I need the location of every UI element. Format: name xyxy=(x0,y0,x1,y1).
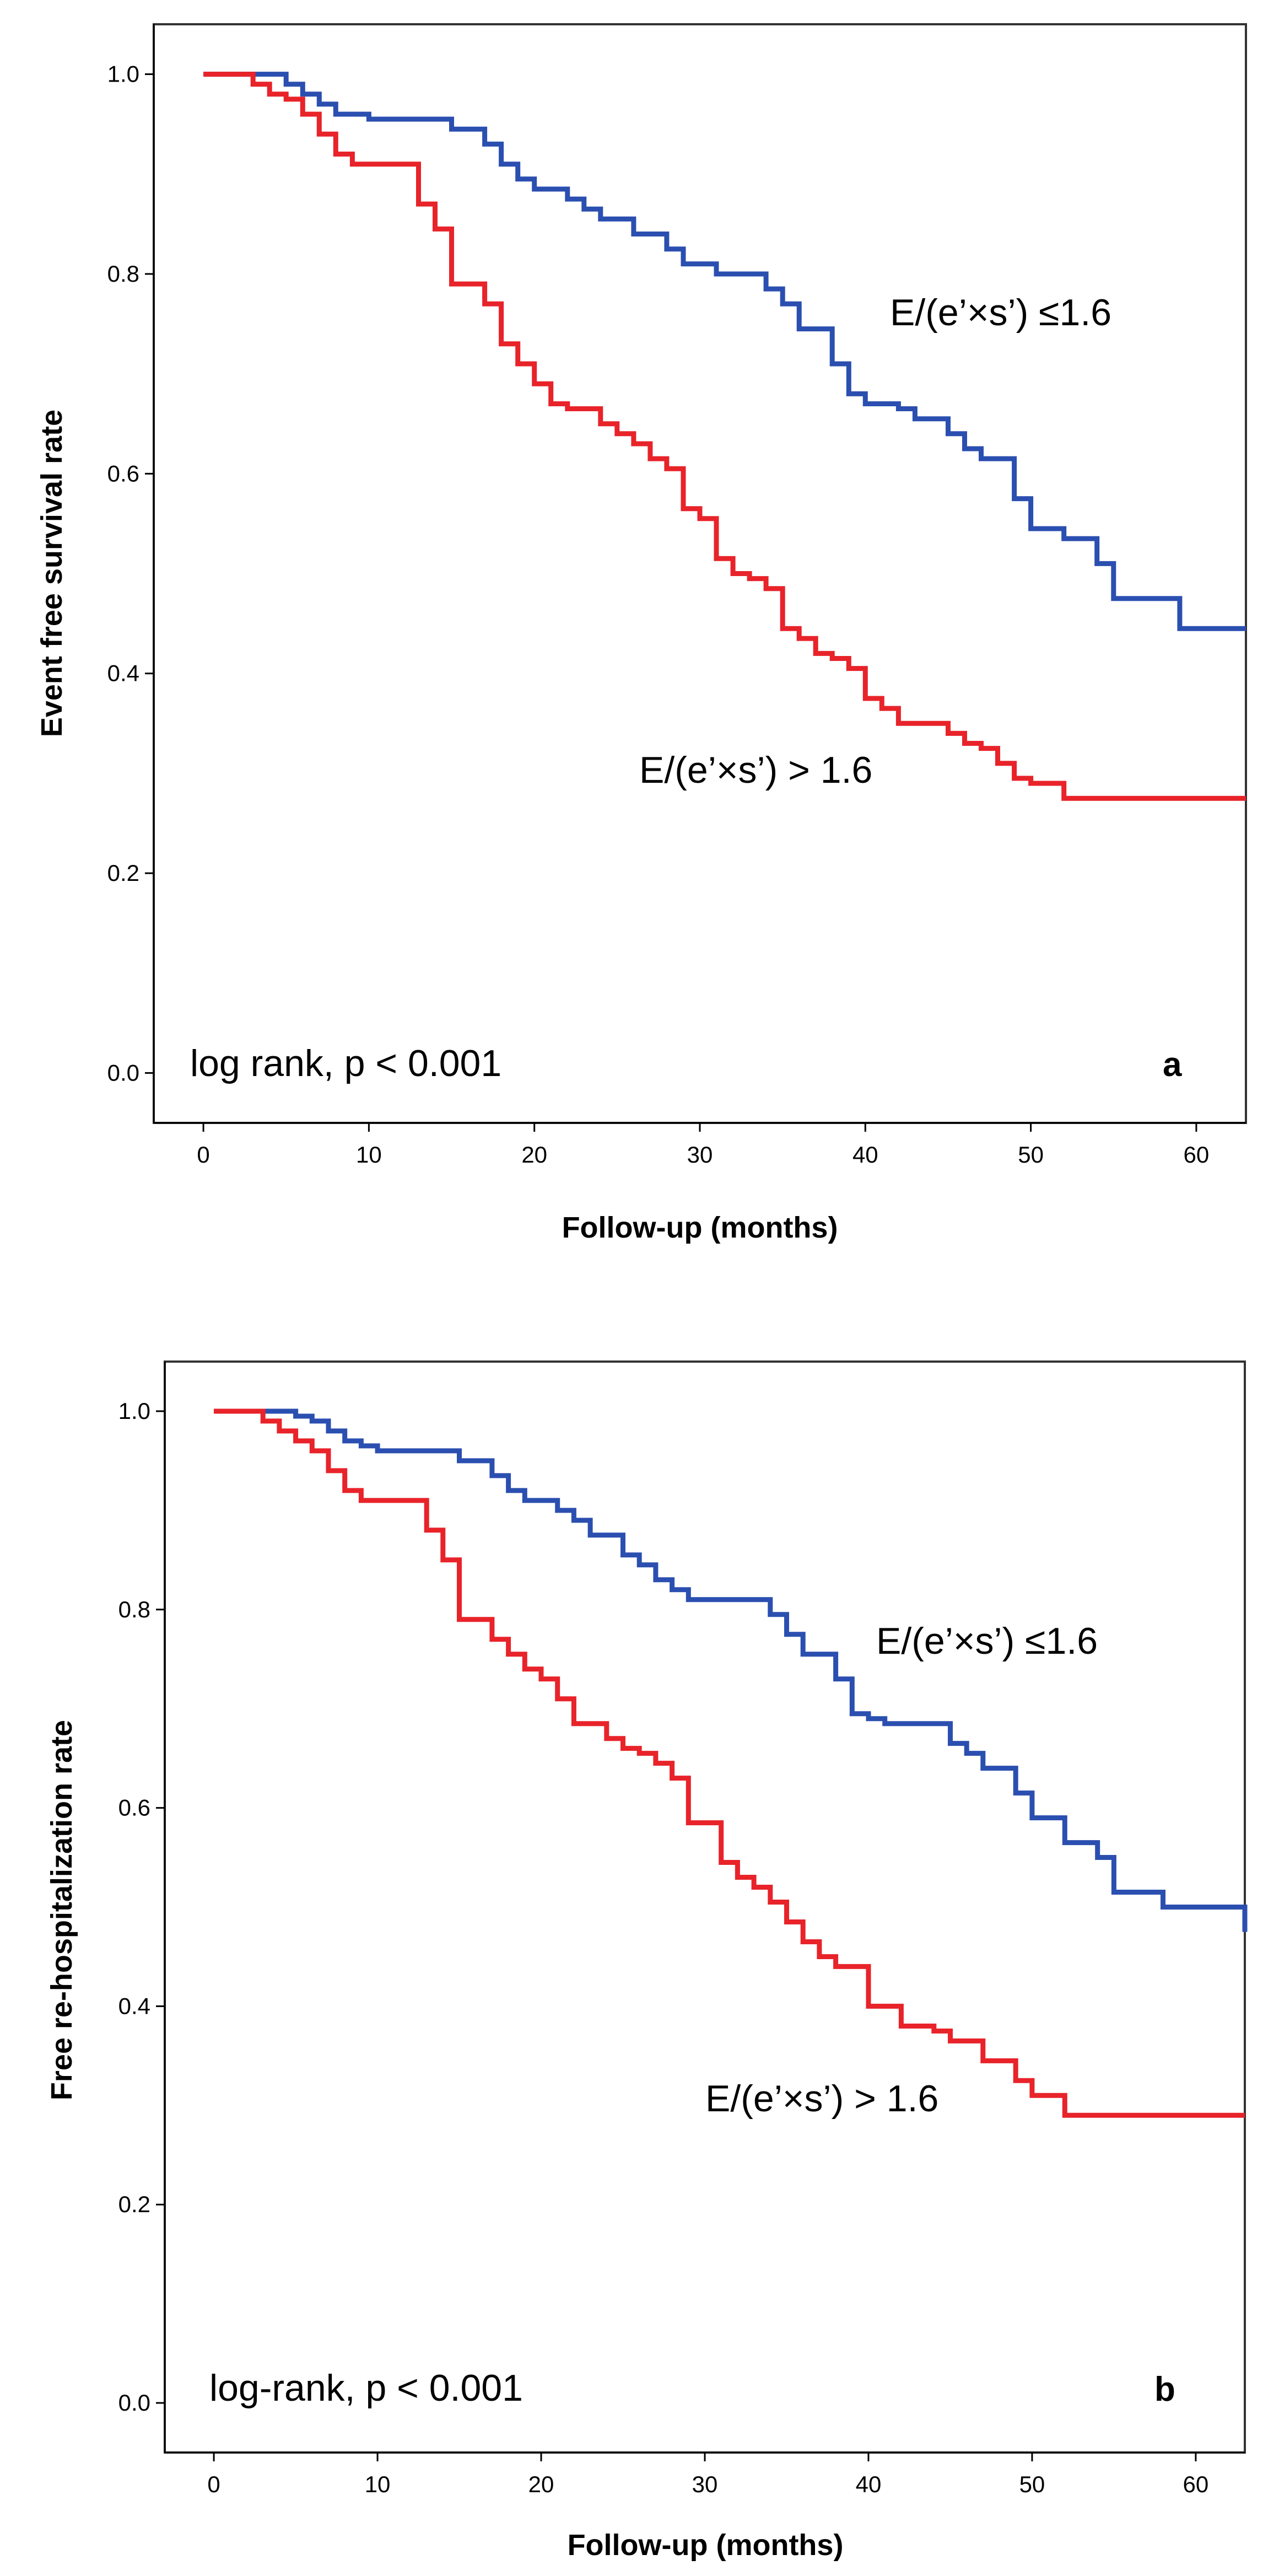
panel-a-y-tick-label-4: 0.8 xyxy=(107,261,139,287)
panel-b-x-tick-label-4: 40 xyxy=(856,2471,882,2497)
panel-b-x-tick-label-5: 50 xyxy=(1019,2471,1045,2497)
panel-a-series-label-low: E/(e’×s’) ≤1.6 xyxy=(890,292,1111,334)
panel-a-y-axis-title: Event free survival rate xyxy=(35,410,68,737)
panel-b-y-tick-label-4: 0.8 xyxy=(118,1596,150,1622)
panel-a-series-high-ratio-curve xyxy=(203,72,1246,801)
panel-b-series-low-ratio-curve xyxy=(214,1408,1248,1932)
panel-a-x-tick-label-4: 40 xyxy=(852,1142,878,1168)
panel-b-x-axis-title: Follow-up (months) xyxy=(568,2529,844,2562)
panel-a-x-tick-label-5: 50 xyxy=(1018,1142,1044,1168)
panel-b-logrank-annotation: log-rank, p < 0.001 xyxy=(209,2367,523,2409)
panel-b-y-tick-label-5: 1.0 xyxy=(118,1398,150,1424)
panel-b-x-tick-label-0: 0 xyxy=(207,2471,220,2497)
panel-b-y-ticks: 0.0 0.2 0.4 0.6 0.8 1.0 xyxy=(118,1398,165,2416)
panel-a-x-ticks: 0 10 20 30 40 50 60 xyxy=(197,1123,1209,1168)
panel-b-y-axis-title: Free re-hospitalization rate xyxy=(45,1720,78,2100)
chart-panel-b: 0.0 0.2 0.4 0.6 0.8 1.0 0 10 20 30 40 50 60 E/(e’×s… xyxy=(45,1360,1248,2562)
panel-a-series xyxy=(203,72,1246,801)
panel-a-x-tick-label-2: 20 xyxy=(521,1142,547,1168)
panel-b-series-high-ratio-curve xyxy=(214,1408,1245,2118)
panel-a-logrank-annotation: log rank, p < 0.001 xyxy=(190,1042,501,1084)
panel-b-series xyxy=(214,1408,1248,2118)
panel-b-y-tick-label-3: 0.6 xyxy=(118,1795,150,1821)
panel-a-series-low-ratio-curve xyxy=(203,72,1246,631)
panel-b-letter: b xyxy=(1154,2370,1175,2408)
panel-a-y-tick-label-0: 0.0 xyxy=(107,1060,139,1085)
chart-panel-a: 0.0 0.2 0.4 0.6 0.8 1.0 0 10 20 30 40 50 60 E/(e’×s… xyxy=(35,23,1247,1244)
panel-a-y-tick-label-5: 1.0 xyxy=(107,61,139,87)
panel-a-series-label-high: E/(e’×s’) > 1.6 xyxy=(639,749,872,791)
panel-a-x-axis-title: Follow-up (months) xyxy=(562,1211,838,1244)
panel-b-series-label-high: E/(e’×s’) > 1.6 xyxy=(705,2078,938,2120)
panel-a-x-tick-label-6: 60 xyxy=(1184,1142,1210,1168)
panel-a-y-ticks: 0.0 0.2 0.4 0.6 0.8 1.0 xyxy=(107,61,154,1085)
panel-a-x-tick-label-0: 0 xyxy=(197,1142,209,1168)
panel-a-letter: a xyxy=(1163,1046,1182,1084)
panel-b-series-label-low: E/(e’×s’) ≤1.6 xyxy=(876,1620,1098,1662)
panel-b-y-tick-label-2: 0.4 xyxy=(118,1993,150,2019)
panel-b-x-tick-label-3: 30 xyxy=(692,2471,718,2497)
panel-b-x-ticks: 0 10 20 30 40 50 60 xyxy=(207,2453,1208,2497)
panel-a-x-tick-label-1: 10 xyxy=(356,1142,382,1168)
panel-b-x-tick-label-6: 60 xyxy=(1183,2471,1209,2497)
panel-b-x-tick-label-2: 20 xyxy=(528,2471,554,2497)
panel-b-y-tick-label-0: 0.0 xyxy=(118,2390,150,2416)
panel-b-y-tick-label-1: 0.2 xyxy=(118,2191,150,2217)
panel-a-y-tick-label-2: 0.4 xyxy=(107,660,139,686)
panel-b-x-tick-label-1: 10 xyxy=(365,2471,391,2497)
panel-a-y-tick-label-1: 0.2 xyxy=(107,860,139,886)
panel-a-y-tick-label-3: 0.6 xyxy=(107,460,139,486)
panel-a-x-tick-label-3: 30 xyxy=(687,1142,713,1168)
